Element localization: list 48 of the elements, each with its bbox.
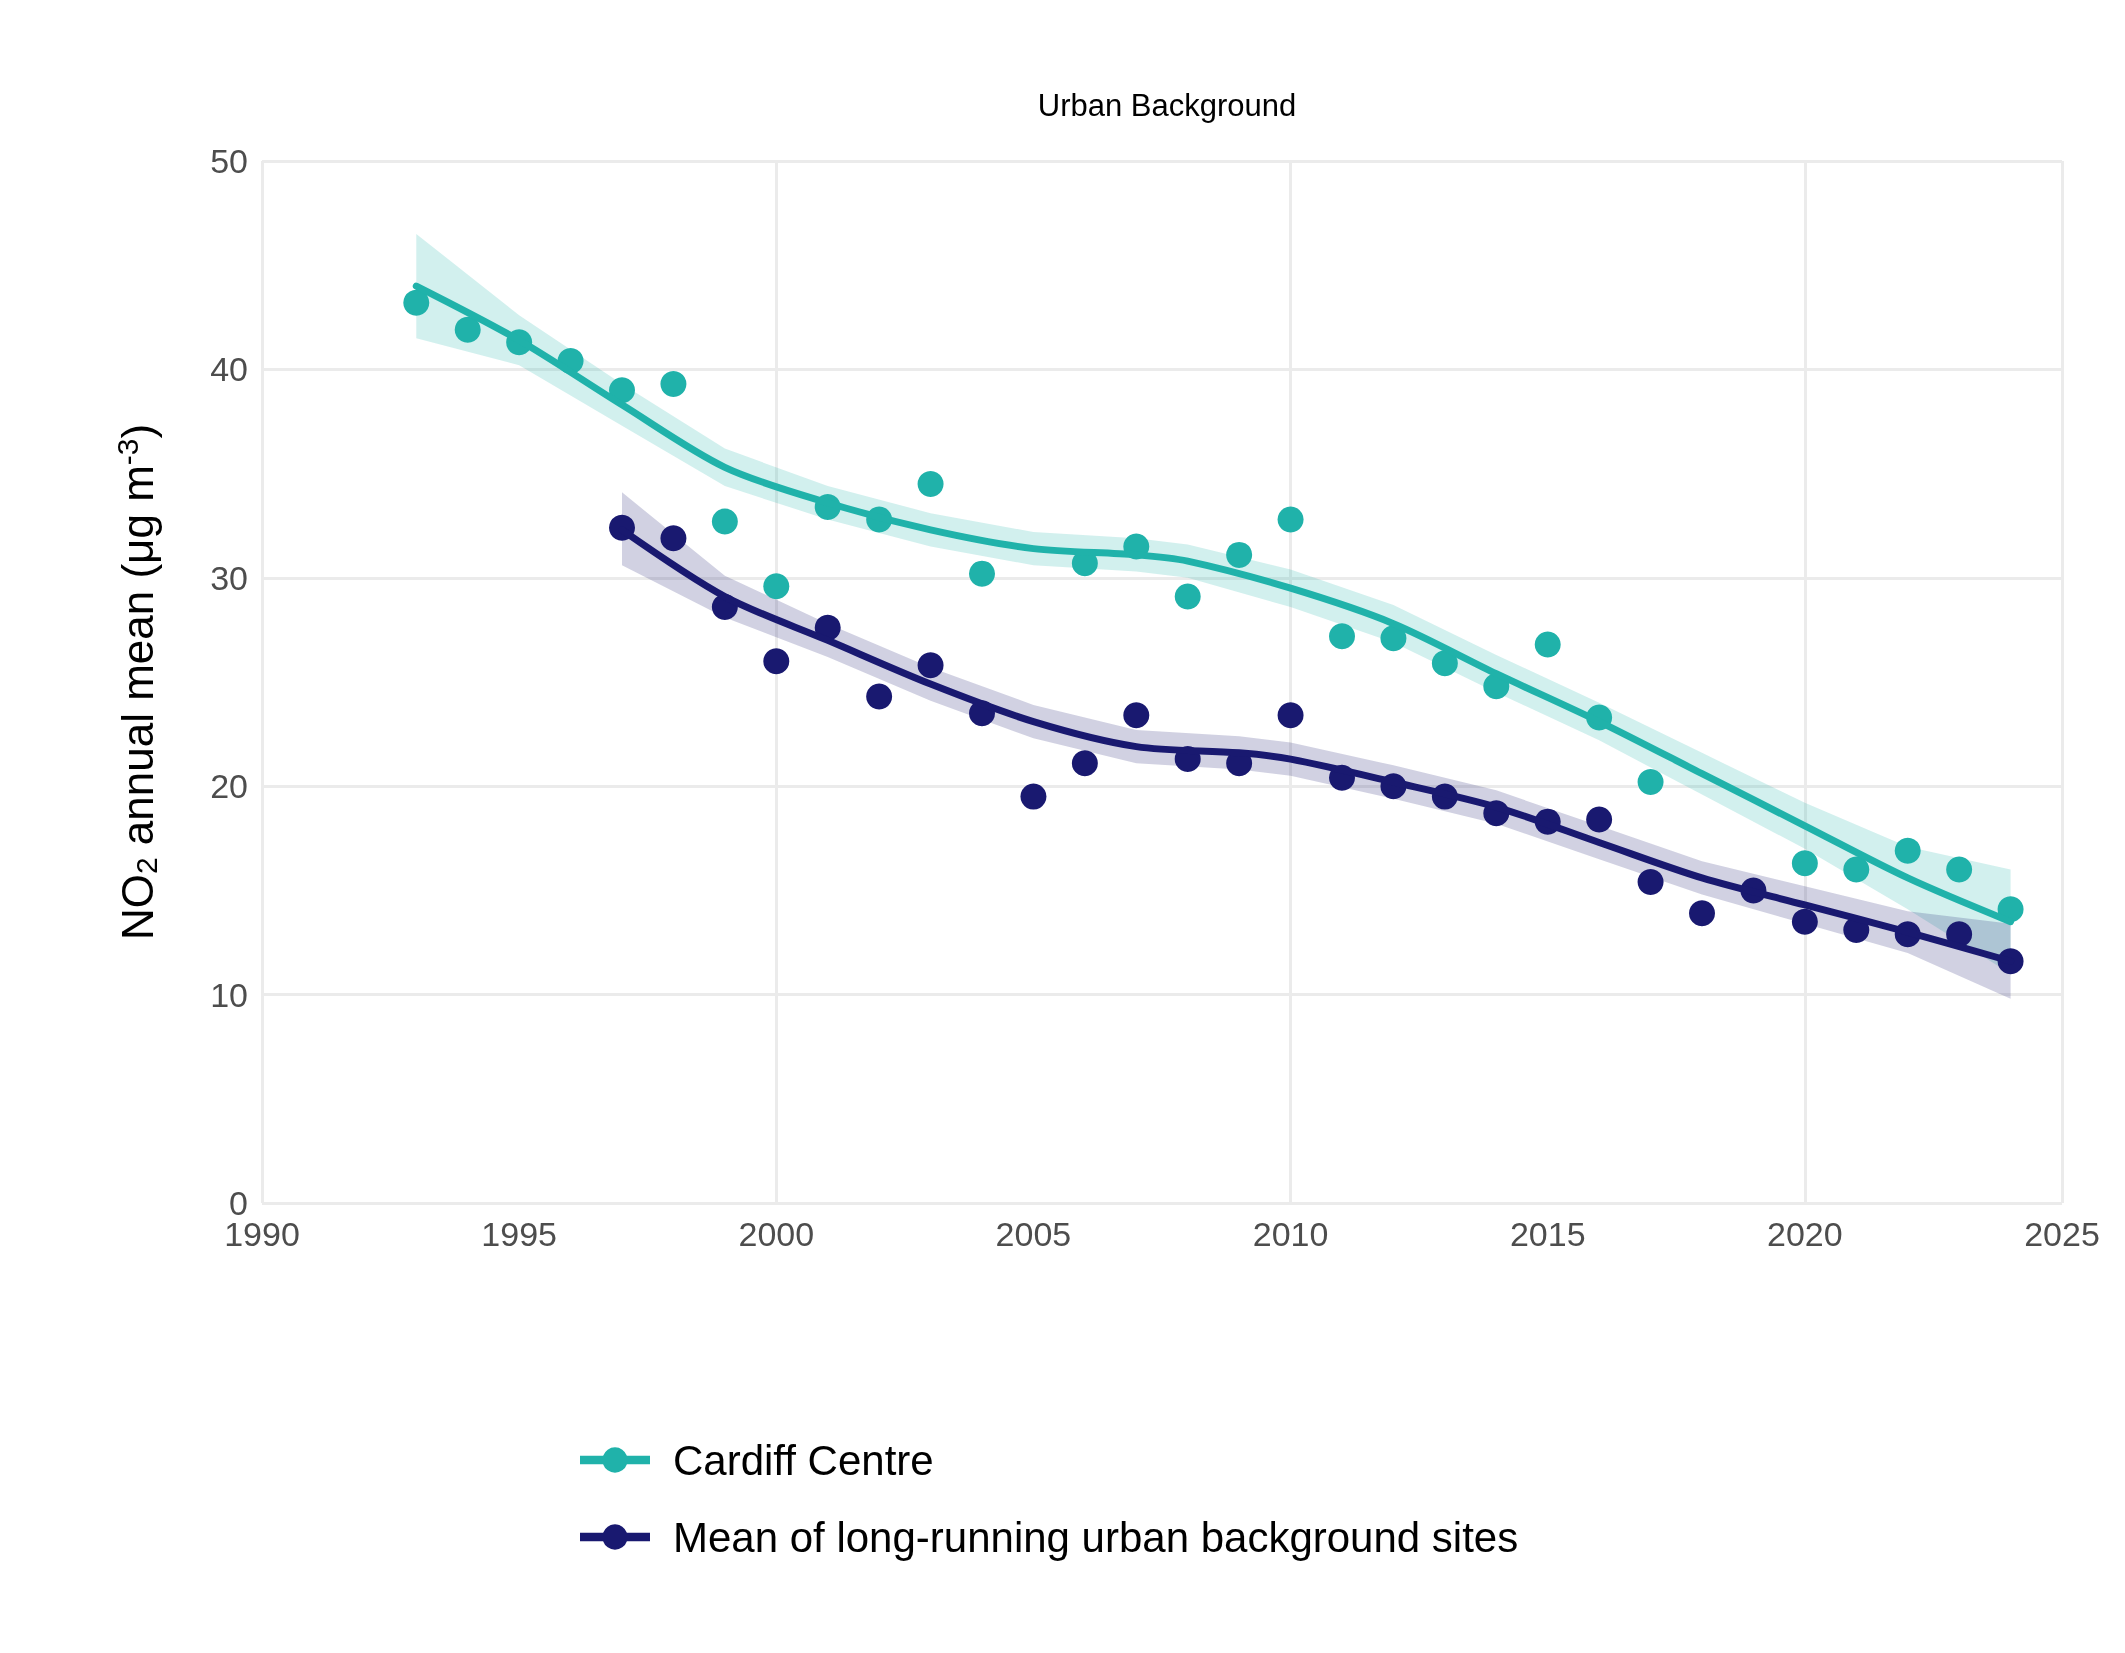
point bbox=[866, 683, 893, 710]
point bbox=[660, 370, 687, 397]
x-tick-label: 2005 bbox=[995, 1215, 1072, 1253]
y-tick-label: 30 bbox=[210, 558, 248, 597]
y-tick-label: 40 bbox=[210, 350, 248, 389]
point bbox=[1791, 850, 1818, 877]
point bbox=[1071, 750, 1098, 777]
point bbox=[763, 648, 790, 675]
point bbox=[1586, 806, 1613, 833]
point bbox=[403, 289, 430, 316]
point bbox=[1431, 650, 1458, 677]
point bbox=[1689, 900, 1715, 927]
point bbox=[1174, 583, 1201, 610]
point bbox=[1843, 856, 1870, 883]
point bbox=[1277, 506, 1304, 533]
point bbox=[609, 377, 635, 404]
y-axis-title: NO2 annual mean (μg m-3) bbox=[110, 423, 163, 941]
y-tick-label: 20 bbox=[210, 767, 248, 806]
legend-label: Cardiff Centre bbox=[673, 1436, 934, 1484]
point bbox=[1894, 837, 1921, 864]
x-tick-label: 2015 bbox=[1509, 1215, 1586, 1253]
point bbox=[917, 652, 944, 679]
x-tick-label: 2020 bbox=[1767, 1215, 1843, 1253]
point bbox=[1020, 783, 1047, 810]
point bbox=[917, 471, 944, 498]
point bbox=[1329, 623, 1355, 650]
point bbox=[711, 508, 738, 535]
x-tick-label: 2025 bbox=[2024, 1215, 2100, 1253]
point bbox=[660, 525, 687, 552]
y-tick-label: 10 bbox=[210, 975, 248, 1014]
point bbox=[1277, 702, 1304, 729]
point bbox=[763, 573, 790, 600]
legend-label: Mean of long-running urban background sites bbox=[673, 1513, 1519, 1561]
x-tick-label: 2000 bbox=[738, 1215, 815, 1253]
x-tick-label: 2010 bbox=[1252, 1215, 1329, 1253]
point bbox=[1946, 856, 1973, 883]
point bbox=[454, 316, 481, 343]
point bbox=[1637, 769, 1664, 796]
point bbox=[1791, 908, 1818, 935]
point bbox=[1380, 625, 1407, 652]
y-tick-label: 50 bbox=[210, 142, 248, 180]
chart-title: Urban Background bbox=[1037, 88, 1297, 123]
point bbox=[1123, 702, 1150, 729]
point bbox=[969, 560, 995, 587]
point bbox=[1637, 869, 1664, 896]
point bbox=[1226, 541, 1253, 568]
point bbox=[1534, 631, 1561, 658]
x-tick-label: 1995 bbox=[481, 1215, 557, 1253]
